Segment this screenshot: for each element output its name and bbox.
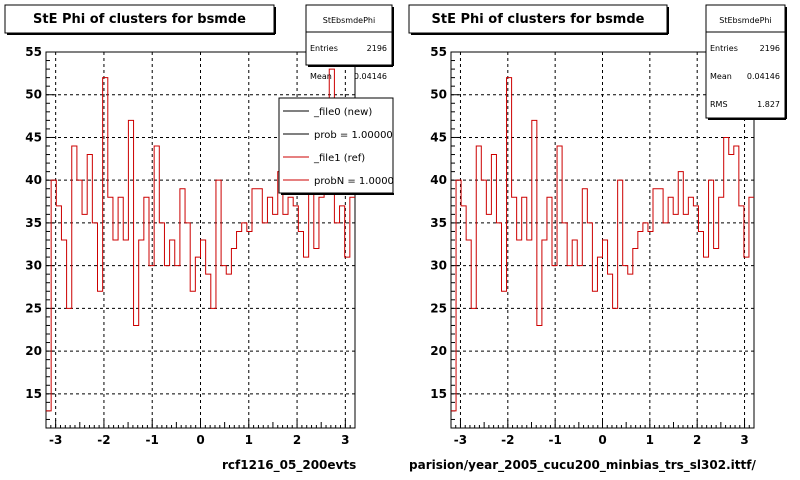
y-tick-label: 45: [25, 130, 42, 144]
stats-row-label: Entries: [310, 44, 338, 53]
footer-left-label: rcf1216_05_200evts: [222, 458, 356, 473]
stats-box: [305, 4, 393, 66]
stats-box-name: StEbsmdePhi: [719, 16, 771, 25]
stats-box-name: StEbsmdePhi: [323, 16, 375, 25]
y-tick-label: 25: [25, 301, 42, 315]
x-tick-label: -2: [97, 433, 110, 447]
y-tick-label: 30: [25, 259, 42, 273]
x-tick-label: 3: [341, 433, 349, 447]
stats-row-label: RMS: [710, 100, 728, 109]
histogram-panel-1: 15 20 25 30 35 40 45 50 55 -3 -2 -1 0 1 2 3 StE Phi of c…: [4, 4, 407, 447]
x-tick-label: -3: [49, 433, 62, 447]
x-tick-label: -3: [454, 433, 467, 447]
legend-entry-label: _file0 (new): [313, 107, 372, 118]
y-tick-label: 20: [25, 344, 42, 358]
y-tick-label: 55: [430, 45, 447, 59]
histogram-panel-2: 15 20 25 30 35 40 45 50 55 -3 -2 -1 0 1 2 3 StE Phi of c…: [408, 4, 787, 447]
y-tick-label: 40: [25, 173, 42, 187]
y-tick-label: 45: [430, 130, 447, 144]
stats-box: [705, 4, 786, 119]
x-tick-label: 2: [693, 433, 701, 447]
footer-right-label: parision/year_2005_cucu200_minbias_trs_s…: [409, 458, 756, 473]
legend-entries: _file0 (new) prob = 1.000000 _file1 (ref) p…: [283, 107, 407, 187]
x-tick-label: 2: [293, 433, 301, 447]
stats-row-value: 2196: [760, 44, 780, 53]
x-tick-label: 0: [598, 433, 606, 447]
x-tick-label: 1: [245, 433, 253, 447]
histogram-series-line: [46, 68, 355, 412]
y-tick-label: 40: [430, 173, 447, 187]
stats-row-label: Mean: [310, 72, 332, 81]
legend: _file0 (new) prob = 1.000000 _file1 (ref) p…: [278, 97, 407, 195]
chart-title: StE Phi of clusters for bsmde: [33, 12, 246, 27]
y-tick-label: 55: [25, 45, 42, 59]
y-tick-label: 35: [430, 216, 447, 230]
legend-entry-label: probN = 1.000000: [314, 176, 407, 187]
y-tick-label: 15: [25, 387, 42, 401]
x-tick-label: -1: [146, 433, 159, 447]
x-tick-label: -2: [501, 433, 514, 447]
histogram-series-line: [451, 77, 754, 412]
title-box: [4, 4, 275, 34]
y-tick-label: 30: [430, 259, 447, 273]
y-tick-label: 50: [25, 88, 42, 102]
y-tick-label: 20: [430, 344, 447, 358]
x-tick-label: -1: [548, 433, 561, 447]
x-tick-label: 0: [196, 433, 204, 447]
x-tick-label: 1: [646, 433, 654, 447]
stats-row-label: Entries: [710, 44, 738, 53]
chart-title: StE Phi of clusters for bsmde: [432, 12, 645, 27]
stats-row-value: 0.04146: [747, 72, 780, 81]
x-tick-label: 3: [740, 433, 748, 447]
y-tick-label: 25: [430, 301, 447, 315]
stats-row-label: Mean: [710, 72, 732, 81]
stats-row-value: 2196: [367, 44, 387, 53]
legend-box: [278, 97, 394, 194]
y-tick-label: 50: [430, 88, 447, 102]
stats-row-value: 1.827: [757, 100, 780, 109]
legend-entry-label: _file1 (ref): [313, 153, 365, 164]
y-tick-label: 35: [25, 216, 42, 230]
y-tick-label: 15: [430, 387, 447, 401]
stats-row-value: 0.04146: [354, 72, 387, 81]
legend-entry-label: prob = 1.000000: [314, 130, 399, 141]
